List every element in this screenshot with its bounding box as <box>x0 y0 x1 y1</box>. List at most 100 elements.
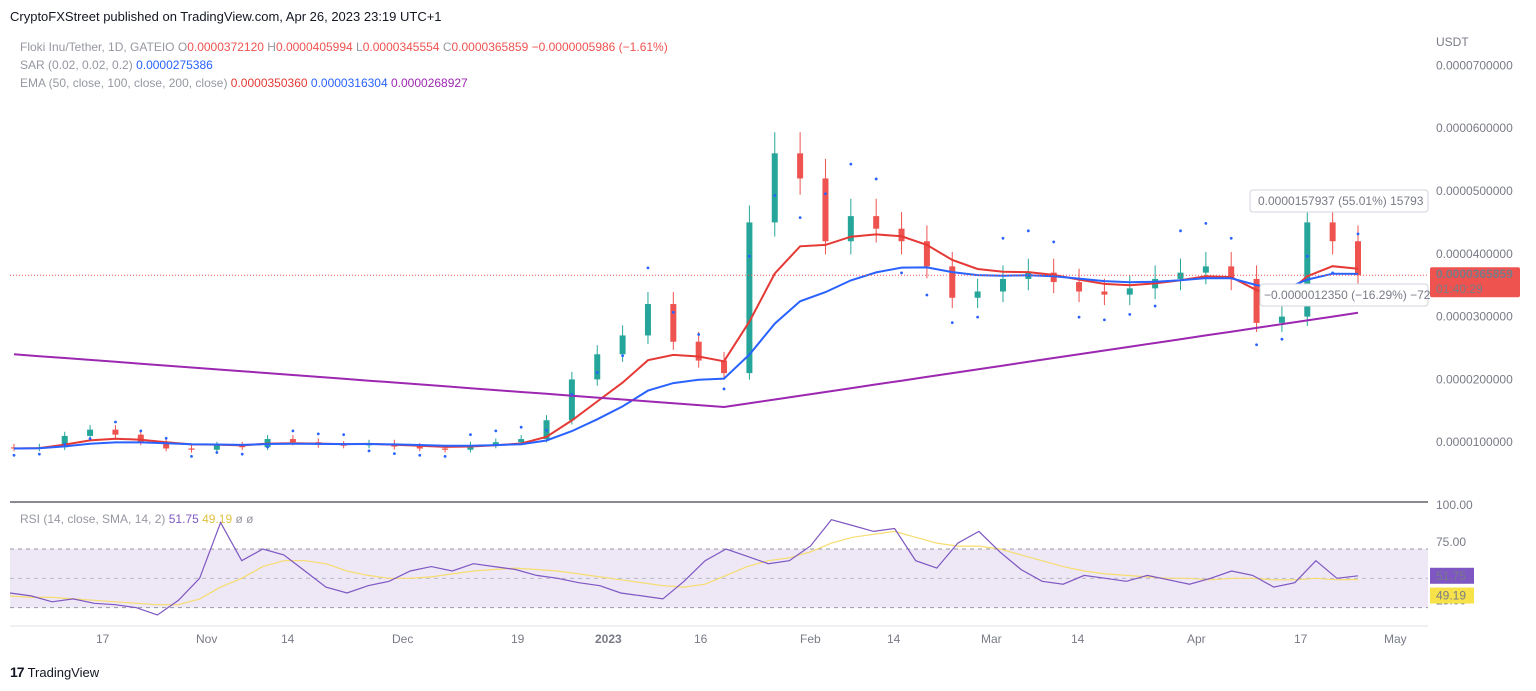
x-tick-label: Dec <box>392 632 413 646</box>
candle-body <box>1050 272 1057 283</box>
candle-body <box>1329 222 1336 242</box>
ohlc-row: Floki Inu/Tether, 1D, GATEIO O0.00003721… <box>20 40 668 54</box>
x-tick-label: 14 <box>1071 632 1085 646</box>
ema-row: EMA (50, close, 100, close, 200, close) … <box>20 74 668 92</box>
candle-body <box>1177 272 1184 279</box>
x-tick-label: Feb <box>800 632 821 646</box>
sar-label: SAR (0.02, 0.02, 0.2) <box>20 58 133 72</box>
y-tick-label: 0.0000600000 <box>1436 121 1513 135</box>
candle-body <box>1278 316 1285 323</box>
tradingview-logo-icon: 17 <box>10 664 25 680</box>
rsi-na-2: ø <box>246 512 254 526</box>
candle-body <box>340 444 347 446</box>
sar-dot <box>671 310 675 314</box>
sar-dot <box>621 354 625 358</box>
rsi-sma-value: 49.19 <box>202 512 233 526</box>
candle-body <box>1228 266 1235 279</box>
sar-dot <box>849 162 853 166</box>
sar-dot <box>164 436 168 440</box>
sar-dot <box>722 387 726 391</box>
open-value: 0.0000372120 <box>187 40 264 54</box>
sar-dot <box>1077 315 1081 319</box>
candle-body <box>1253 278 1260 323</box>
sar-dot <box>798 216 802 220</box>
sar-dot <box>1128 312 1132 316</box>
sar-dot <box>1103 318 1106 322</box>
candle-body <box>467 445 474 450</box>
sar-dot <box>342 433 346 437</box>
candles <box>11 132 1361 453</box>
y-tick-label: 0.0000400000 <box>1436 247 1513 261</box>
candle-body <box>746 222 753 374</box>
candle-body <box>289 439 296 443</box>
rsi-label: RSI (14, close, SMA, 14, 2) <box>20 512 166 526</box>
sar-dot <box>266 445 269 449</box>
candle-body <box>923 241 930 267</box>
x-tick-label: 19 <box>511 632 525 646</box>
sar-dot <box>1356 232 1360 236</box>
sar-dot <box>900 271 903 275</box>
last-price-label: 0.0000365859 <box>1436 267 1513 281</box>
candle-body <box>518 439 525 443</box>
candle-body <box>568 379 575 421</box>
sar-dot <box>747 254 751 258</box>
candle-body <box>163 442 170 449</box>
sar-dot <box>595 370 599 374</box>
sar-dot <box>874 177 878 181</box>
ema100-value: 0.0000316304 <box>310 76 388 90</box>
sar-dot <box>570 393 574 396</box>
rsi-sma-line <box>9 530 1359 606</box>
sar-dot <box>190 454 193 458</box>
sar-dot <box>925 293 929 297</box>
x-tick-label: 17 <box>1294 632 1308 646</box>
sar-dots <box>12 162 1360 458</box>
high-value: 0.0000405994 <box>275 40 353 54</box>
candle-body <box>1355 241 1361 276</box>
candle-body <box>847 216 854 242</box>
candle-body <box>670 304 677 342</box>
sar-dot <box>1229 236 1233 240</box>
sar-value: 0.0000275386 <box>136 58 213 72</box>
sar-dot <box>469 433 472 437</box>
candle-body <box>1202 266 1209 273</box>
candle-body <box>416 446 423 449</box>
publisher-header: CryptoFXStreet published on TradingView.… <box>10 9 442 24</box>
annotation-box-lower <box>1259 283 1429 307</box>
rsi-legend: RSI (14, close, SMA, 14, 2) 51.75 49.19 … <box>20 512 254 526</box>
publisher-text: CryptoFXStreet published on TradingView.… <box>10 9 442 24</box>
sar-dot <box>1204 222 1208 225</box>
x-tick-label: 17 <box>96 632 110 646</box>
x-tick-label: Mar <box>981 632 1002 646</box>
sar-dot <box>1052 240 1056 244</box>
sar-dot <box>1153 304 1157 308</box>
sar-dot <box>63 442 67 446</box>
sar-dot <box>392 452 396 456</box>
candle-body <box>112 429 119 435</box>
sar-dot <box>367 449 371 453</box>
sar-dot <box>824 192 827 196</box>
rsi-na-1: ø <box>235 512 243 526</box>
sar-dot <box>1331 271 1335 275</box>
sar-dot <box>646 266 650 270</box>
sar-dot <box>1026 229 1030 233</box>
y-tick-label: 0.0000500000 <box>1436 184 1513 198</box>
y-tick-label: 0.0000700000 <box>1436 58 1513 72</box>
x-tick-label: 14 <box>887 632 901 646</box>
candle-body <box>797 153 804 179</box>
candle-body <box>695 341 702 361</box>
candle-body <box>594 354 601 380</box>
x-tick-label: Apr <box>1187 632 1206 646</box>
candle-body <box>188 448 195 450</box>
ema200-value: 0.0000268927 <box>390 76 468 90</box>
candle-body <box>822 178 829 242</box>
change-value: −0.0000005986 (−1.61%) <box>531 40 668 54</box>
ema-label: EMA (50, close, 100, close, 200, close) <box>20 76 228 90</box>
x-tick-label: 16 <box>694 632 708 646</box>
y-tick-label: 0.0000300000 <box>1436 310 1513 324</box>
sar-dot <box>12 453 16 457</box>
tradingview-brand: TradingView <box>27 664 100 680</box>
sar-dot <box>950 321 954 325</box>
countdown-label: 01:40:29 <box>1436 282 1483 296</box>
candle-body <box>974 291 981 298</box>
